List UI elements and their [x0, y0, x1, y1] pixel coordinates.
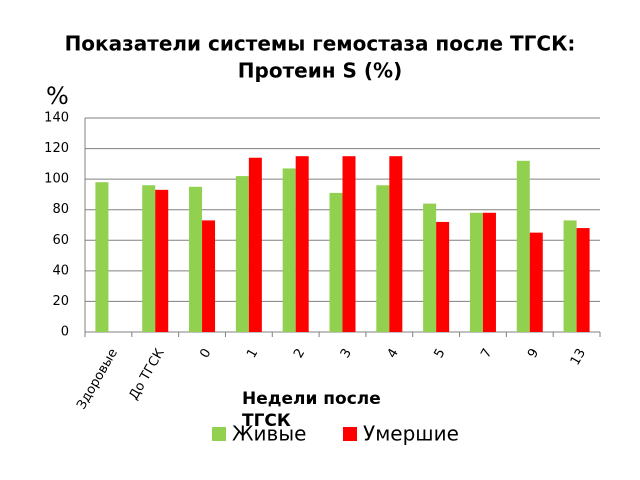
y-tick-label: 0	[61, 325, 69, 340]
y-tick-label: 80	[52, 202, 69, 217]
x-tick-label: 0	[197, 346, 214, 361]
bar	[529, 232, 543, 332]
x-tick-label: 13	[568, 346, 589, 368]
y-tick-label: 40	[52, 263, 69, 278]
chart-title: Протеин S (%)	[238, 59, 402, 83]
bar	[295, 156, 309, 332]
x-tick-label: 9	[525, 346, 542, 361]
bar	[202, 220, 216, 332]
bar	[482, 212, 496, 332]
bar	[436, 221, 450, 332]
legend-label: Умершие	[363, 422, 459, 446]
y-tick-label: 20	[52, 294, 69, 309]
bar	[469, 212, 483, 332]
bar	[142, 185, 156, 332]
x-tick-label: До ТГСК	[127, 346, 168, 402]
x-tick-label: 4	[385, 346, 402, 361]
y-tick-label: 100	[44, 172, 69, 187]
y-tick-label: 140	[44, 111, 69, 126]
legend-swatch	[343, 427, 357, 441]
y-tick-label: 120	[44, 141, 69, 156]
x-tick-label: 7	[478, 346, 495, 361]
bar	[389, 156, 403, 332]
bar	[235, 176, 249, 332]
x-tick-label: 1	[244, 346, 261, 361]
bar	[376, 185, 390, 332]
bar	[563, 220, 577, 332]
x-tick-label: 2	[291, 346, 308, 361]
bar	[329, 192, 343, 332]
x-tick-label: 5	[432, 346, 449, 361]
legend-label: Живые	[232, 422, 306, 446]
bar	[155, 189, 169, 332]
x-axis-label: Недели после ТГСК	[242, 389, 381, 431]
bar	[248, 157, 262, 332]
bar	[576, 228, 590, 332]
bar	[282, 168, 296, 332]
x-tick-label: 3	[338, 346, 355, 361]
bar	[189, 186, 203, 332]
bar	[95, 182, 109, 332]
legend-swatch	[212, 427, 226, 441]
x-tick-label: Здоровые	[74, 346, 121, 412]
bar	[516, 160, 530, 332]
y-axis-label: %	[46, 82, 69, 110]
bar	[423, 203, 437, 332]
bar	[342, 156, 356, 332]
chart-title: Показатели системы гемостаза после ТГСК:	[65, 32, 576, 56]
y-tick-label: 60	[52, 233, 69, 248]
